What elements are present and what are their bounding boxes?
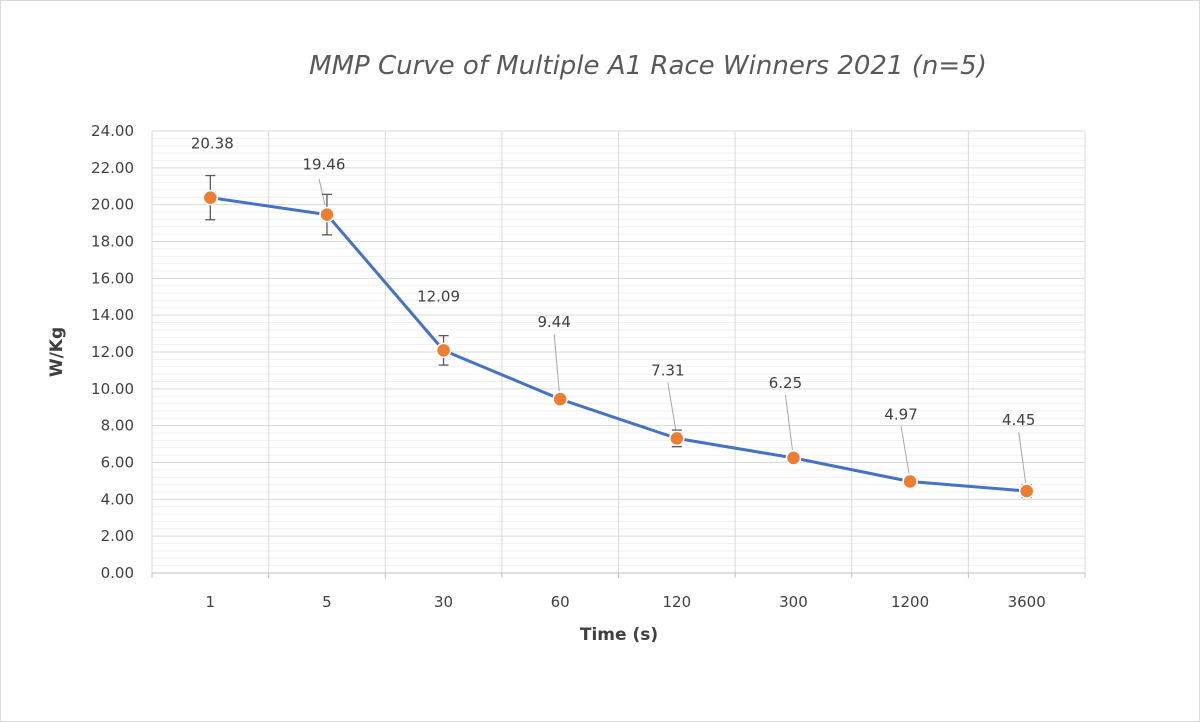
axes [151,572,1086,578]
leader-line [318,178,326,205]
y-tick-labels: 0.00 2.00 4.00 6.00 8.00 10.00 12.00 14.00 16.00… [91,122,134,582]
data-point-marker [785,450,802,466]
y-tick-label: 8.00 [101,417,134,435]
data-label: 4.45 [1002,411,1035,429]
leader-line [553,334,560,392]
data-labels: 20.38 19.46 12.09 9.44 7.31 6.25 4.97 4.45 [191,135,1036,429]
data-point-marker [1018,483,1035,499]
data-label: 4.97 [884,405,917,423]
y-tick-label: 16.00 [91,269,134,287]
y-tick-label: 12.00 [91,343,134,361]
data-point-marker [202,189,219,206]
y-tick-label: 14.00 [91,306,134,324]
x-tick-label: 300 [779,593,808,611]
y-tick-label: 10.00 [91,380,134,398]
data-label: 20.38 [191,135,234,153]
x-tick-label: 60 [551,593,570,611]
y-tick-label: 0.00 [101,564,134,582]
x-tick-label: 1 [206,593,216,611]
data-point-marker [669,430,685,447]
y-tick-label: 24.00 [91,122,134,140]
data-label: 9.44 [537,313,570,331]
x-tick-label: 5 [322,593,332,611]
x-tick-label: 120 [662,593,691,611]
leader-line [1018,431,1027,484]
data-label: 12.09 [417,287,460,305]
x-tick-label: 3600 [1008,593,1046,611]
y-tick-label: 2.00 [101,527,134,545]
x-axis-title: Time (s) [580,625,658,645]
data-label: 6.25 [769,374,802,392]
data-label: 7.31 [651,361,684,379]
leader-line [900,426,910,474]
y-tick-label: 22.00 [91,159,134,177]
leader-lines [318,178,1027,484]
x-tick-labels: 1 5 30 60 120 300 1200 3600 [206,593,1046,611]
y-tick-label: 6.00 [101,454,134,472]
y-tick-label: 18.00 [91,233,134,251]
chart-title: MMP Curve of Multiple A1 Race Winners 20… [309,51,987,81]
y-tick-label: 20.00 [91,196,134,214]
markers [202,189,1035,499]
grid [151,130,1086,573]
leader-line [784,394,793,450]
x-tick-label: 30 [434,593,453,611]
data-point-marker [435,342,452,359]
data-point-marker [902,473,918,490]
data-label: 19.46 [302,156,345,174]
y-tick-label: 4.00 [101,490,134,508]
series-line [210,196,1027,493]
data-point-marker [552,391,568,407]
leader-line [667,382,677,431]
x-tick-label: 1200 [891,593,929,611]
y-axis-title: W/Kg [47,327,67,377]
data-point-marker [319,206,335,223]
